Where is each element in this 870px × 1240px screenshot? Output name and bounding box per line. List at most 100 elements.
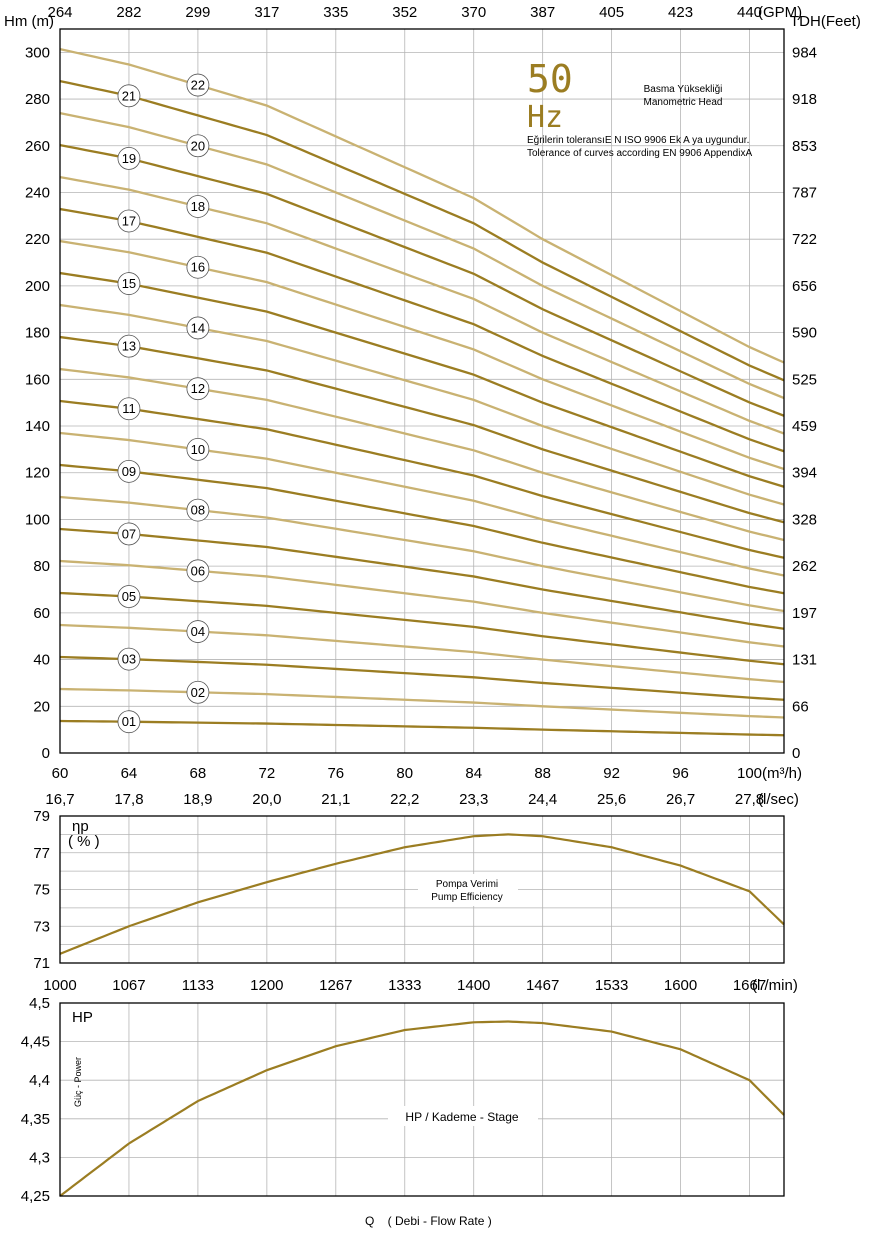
head-curve-09 [60,465,784,593]
efficiency-x-ticks-top: 16,7 17,8 18,9 20,0 21,1 22,2 23,3 24,4 25,6 26,7… [45,791,764,808]
curve-label-11: 11 [118,398,140,420]
head-ytick-left-label: 280 [25,91,50,108]
efficiency-xtick-top-label: 21,1 [321,791,350,808]
efficiency-xtick-top-label: 24,4 [528,791,557,808]
head-ytick-right-label: 918 [792,91,817,108]
curve-label-text: 16 [191,260,205,275]
head-xtick-top-label: 299 [185,4,210,21]
power-panel: 4,25 4,3 4,35 4,4 4,45 4,5 1000 1067 1133 1200 12… [21,977,798,1228]
head-ytick-right-label: 459 [792,418,817,435]
head-ytick-right-label: 787 [792,184,817,201]
curve-label-text: 14 [191,320,205,335]
curve-label-17: 17 [118,210,140,232]
efficiency-x-unit: (l/sec) [758,791,799,808]
head-ytick-left-label: 160 [25,371,50,388]
power-ytick-label: 4,3 [29,1149,50,1166]
efficiency-ylabel-line-2: ( % ) [68,833,100,850]
curve-label-text: 04 [191,624,205,639]
power-xtick-top-label: 1267 [319,977,352,994]
curve-label-text: 05 [122,589,136,604]
head-ytick-right-label: 656 [792,278,817,295]
curve-label-text: 07 [122,526,136,541]
head-xtick-top-label: 405 [599,4,624,21]
head-ytick-right-label: 984 [792,44,817,61]
head-curve-03 [60,657,784,700]
efficiency-ytick-label: 73 [33,918,50,935]
head-xtick-top-label: 423 [668,4,693,21]
power-ylabel: HP [72,1009,93,1026]
curve-label-text: 18 [191,199,205,214]
head-curve-05 [60,593,784,664]
head-curve-12 [60,369,784,540]
curve-label-text: 20 [191,138,205,153]
power-xtick-top-label: 1400 [457,977,490,994]
head-xtick-bottom-label: 96 [672,765,689,782]
efficiency-ytick-label: 77 [33,845,50,862]
head-x-ticks-top: 264 282 299 317 335 352 370 387 405 423 440 [47,4,762,21]
efficiency-legend-line-2: Pump Efficiency [431,892,503,903]
curve-label-text: 11 [122,401,136,416]
curve-label-text: 08 [191,503,205,518]
curve-label-text: 15 [122,276,136,291]
head-ytick-left-label: 180 [25,325,50,342]
head-ytick-left-label: 20 [33,698,50,715]
head-xtick-top-label: 335 [323,4,348,21]
curve-label-04: 04 [187,621,209,643]
head-y-ticks-right: 0 66 131 197 262 328 394 459 525 590 656 722 787 853 9… [792,44,817,762]
head-ytick-right-label: 525 [792,371,817,388]
efficiency-xtick-top-label: 18,9 [183,791,212,808]
curve-label-13: 13 [118,335,140,357]
head-ytick-left-label: 0 [42,745,50,762]
head-ytick-left-label: 140 [25,418,50,435]
power-grid [60,1003,784,1196]
head-curve-labels: 0102030405060708091011121314151617181920… [118,74,209,733]
power-ytick-label: 4,4 [29,1072,50,1089]
power-ytick-label: 4,35 [21,1111,50,1128]
efficiency-panel: 71 73 75 77 79 16,7 17,8 18,9 20,0 21,1 22,2 23,3 2… [33,791,799,972]
efficiency-legend-line-1: Pompa Verimi [436,879,498,890]
power-xtick-top-label: 1333 [388,977,421,994]
curve-label-01: 01 [118,711,140,733]
power-x-unit: (l /min) [752,977,798,994]
power-xtick-top-label: 1133 [182,977,214,994]
curve-label-22: 22 [187,74,209,96]
head-xtick-top-label: 317 [254,4,279,21]
head-ytick-right-label: 66 [792,698,809,715]
curve-label-06: 06 [187,560,209,582]
curve-label-text: 03 [122,652,136,667]
power-xtick-top-label: 1200 [250,977,283,994]
efficiency-ytick-label: 79 [33,808,50,825]
curve-label-07: 07 [118,523,140,545]
head-xtick-top-label: 352 [392,4,417,21]
curve-label-15: 15 [118,273,140,295]
power-ytick-label: 4,45 [21,1034,50,1051]
head-curve-10 [60,433,784,575]
power-xtick-top-label: 1000 [43,977,76,994]
curve-label-text: 13 [122,339,136,354]
power-xtick-top-label: 1600 [664,977,697,994]
frequency-unit: Hz [527,100,563,135]
efficiency-xtick-top-label: 22,2 [390,791,419,808]
head-ytick-left-label: 220 [25,231,50,248]
head-curve-07 [60,529,784,629]
head-xtick-bottom-label: 76 [327,765,344,782]
head-ytick-left-label: 100 [25,511,50,528]
head-curve-15 [60,273,784,487]
head-curve-01 [60,721,784,735]
head-curve-06 [60,561,784,646]
curve-label-text: 06 [191,563,205,578]
head-xlabel-bottom-unit: (m³/h) [762,765,802,782]
head-xlabel-top-unit: (GPM) [758,4,802,21]
head-curve-16 [60,241,784,469]
head-ytick-left-label: 80 [33,558,50,575]
curve-label-text: 02 [191,685,205,700]
head-ytick-right-label: 131 [792,652,817,669]
head-curve-08 [60,497,784,611]
head-legend-line-2: Manometric Head [644,97,723,108]
curve-label-02: 02 [187,681,209,703]
curve-label-text: 10 [191,442,205,457]
head-xtick-bottom-label: 100 [737,765,762,782]
tolerance-note-line-1: Eğrilerin toleransıE N ISO 9906 Ek A ya … [527,135,749,146]
head-xtick-bottom-label: 64 [121,765,138,782]
efficiency-xtick-top-label: 26,7 [666,791,695,808]
